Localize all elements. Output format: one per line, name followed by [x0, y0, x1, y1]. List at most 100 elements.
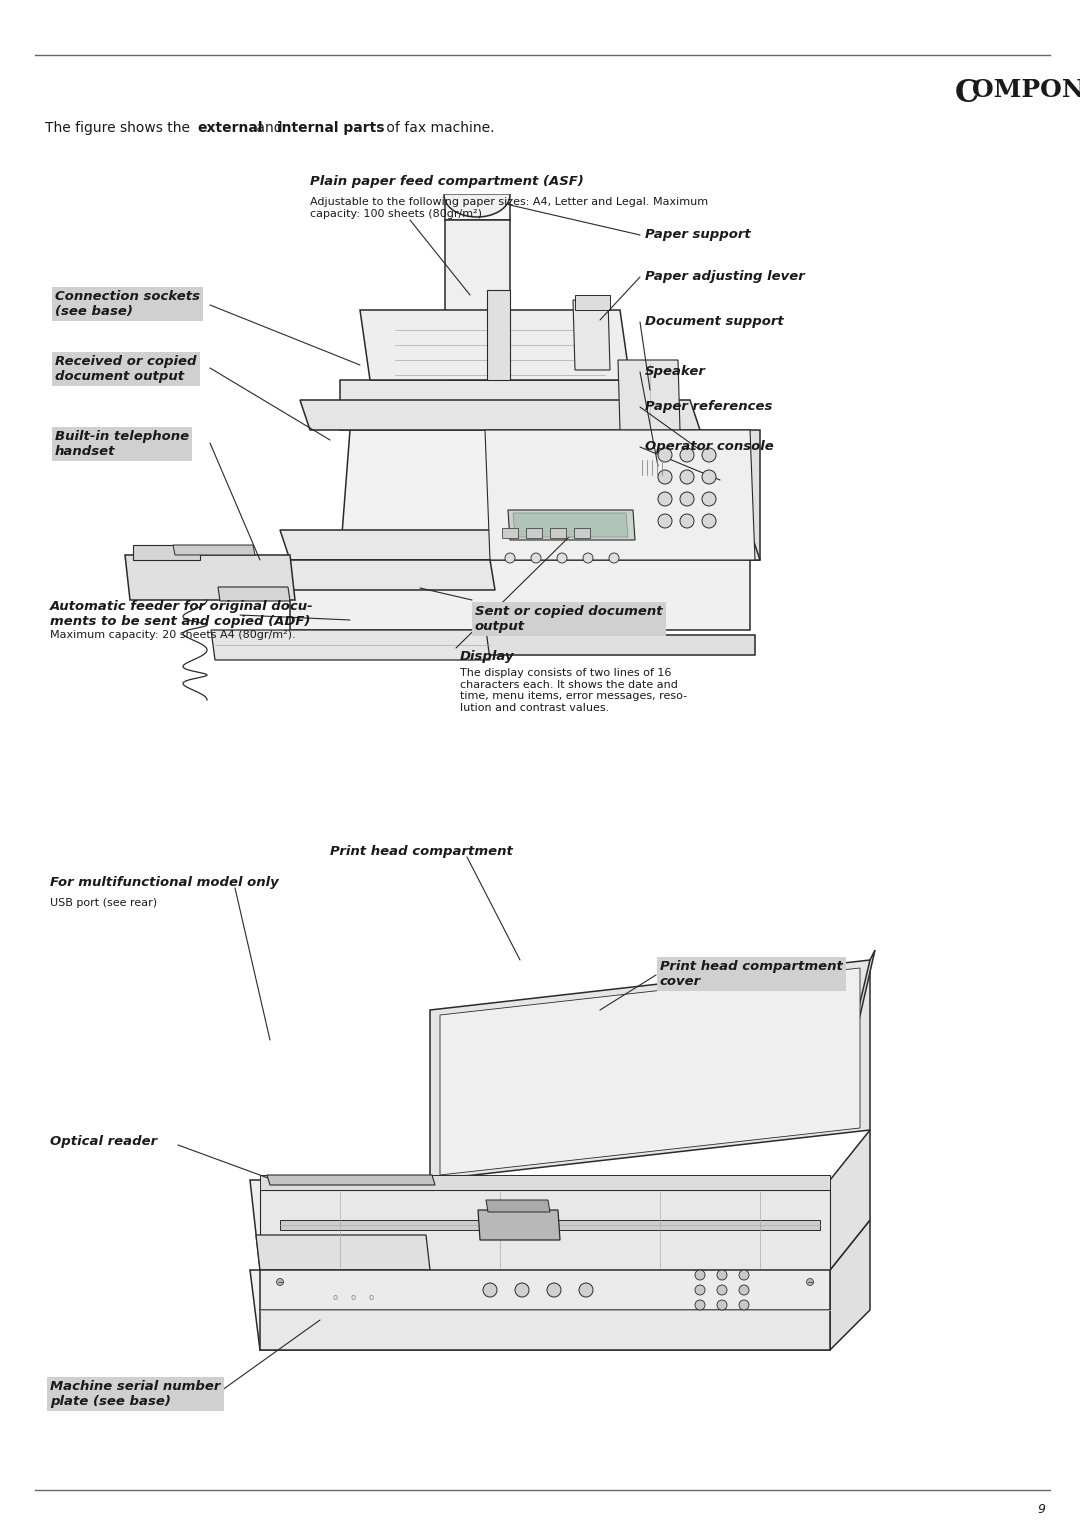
Circle shape	[702, 492, 716, 506]
Text: The figure shows the: The figure shows the	[45, 121, 194, 134]
Text: Display: Display	[460, 649, 515, 663]
Text: and: and	[252, 121, 287, 134]
Polygon shape	[487, 290, 510, 380]
Polygon shape	[211, 630, 490, 660]
Circle shape	[739, 1270, 750, 1280]
Bar	[573, 529, 590, 538]
Circle shape	[717, 1300, 727, 1309]
Circle shape	[739, 1300, 750, 1309]
Circle shape	[609, 553, 619, 562]
Text: Print head compartment: Print head compartment	[330, 845, 513, 859]
Bar	[502, 529, 518, 538]
Polygon shape	[618, 361, 680, 429]
Circle shape	[696, 1285, 705, 1296]
Polygon shape	[340, 429, 660, 559]
Text: Machine serial number
plate (see base): Machine serial number plate (see base)	[50, 1380, 220, 1407]
Text: Document support: Document support	[645, 315, 784, 329]
Polygon shape	[485, 429, 755, 559]
Circle shape	[658, 492, 672, 506]
Circle shape	[531, 553, 541, 562]
Text: o: o	[333, 1294, 338, 1302]
Circle shape	[658, 513, 672, 529]
Circle shape	[579, 1284, 593, 1297]
Circle shape	[557, 553, 567, 562]
Polygon shape	[300, 400, 700, 429]
Text: The display consists of two lines of 16
characters each. It shows the date and
t: The display consists of two lines of 16 …	[460, 668, 687, 712]
Text: Automatic feeder for original docu-
ments to be sent and copied (ADF): Automatic feeder for original docu- ment…	[50, 601, 313, 628]
Text: Maximum capacity: 20 sheets A4 (80gr/m²).: Maximum capacity: 20 sheets A4 (80gr/m²)…	[50, 630, 296, 640]
Polygon shape	[249, 1270, 840, 1351]
Circle shape	[680, 513, 694, 529]
Polygon shape	[573, 299, 610, 370]
Text: of fax machine.: of fax machine.	[382, 121, 495, 134]
Text: external: external	[197, 121, 262, 134]
Circle shape	[680, 448, 694, 461]
Polygon shape	[256, 1235, 430, 1270]
Polygon shape	[831, 1131, 870, 1270]
Polygon shape	[440, 969, 860, 1175]
Circle shape	[702, 471, 716, 484]
Circle shape	[583, 553, 593, 562]
Text: o: o	[368, 1294, 374, 1302]
Text: Print head compartment
cover: Print head compartment cover	[660, 960, 842, 989]
Polygon shape	[280, 636, 755, 656]
Circle shape	[702, 448, 716, 461]
Polygon shape	[218, 587, 291, 601]
Text: Operator console: Operator console	[645, 440, 773, 452]
Polygon shape	[360, 310, 630, 380]
Polygon shape	[575, 295, 610, 310]
Circle shape	[717, 1270, 727, 1280]
Circle shape	[717, 1285, 727, 1296]
Circle shape	[658, 448, 672, 461]
Circle shape	[546, 1284, 561, 1297]
Circle shape	[658, 471, 672, 484]
Polygon shape	[513, 513, 627, 536]
Text: OMPONENTS: OMPONENTS	[972, 78, 1080, 102]
Circle shape	[515, 1284, 529, 1297]
Circle shape	[680, 471, 694, 484]
Polygon shape	[508, 510, 635, 539]
Polygon shape	[831, 1219, 870, 1351]
Circle shape	[696, 1270, 705, 1280]
Polygon shape	[700, 429, 760, 559]
Text: Paper support: Paper support	[645, 228, 751, 241]
Polygon shape	[267, 1175, 435, 1186]
Circle shape	[505, 553, 515, 562]
Text: Optical reader: Optical reader	[50, 1135, 157, 1148]
Text: o: o	[350, 1294, 355, 1302]
Text: USB port (see rear): USB port (see rear)	[50, 898, 157, 908]
Polygon shape	[280, 530, 760, 559]
Polygon shape	[445, 220, 510, 380]
Circle shape	[680, 492, 694, 506]
Circle shape	[739, 1285, 750, 1296]
Text: Sent or copied document
output: Sent or copied document output	[475, 605, 663, 633]
Polygon shape	[260, 1175, 831, 1190]
Polygon shape	[260, 1270, 831, 1309]
Polygon shape	[210, 559, 495, 590]
Polygon shape	[478, 1210, 561, 1241]
Bar	[526, 529, 542, 538]
Polygon shape	[340, 380, 650, 429]
Text: Paper adjusting lever: Paper adjusting lever	[645, 270, 805, 283]
Text: Plain paper feed compartment (ASF): Plain paper feed compartment (ASF)	[310, 176, 584, 188]
Polygon shape	[249, 1180, 840, 1270]
Polygon shape	[260, 1309, 831, 1351]
Text: 9: 9	[1037, 1504, 1045, 1516]
Circle shape	[702, 513, 716, 529]
Polygon shape	[486, 1199, 550, 1212]
Polygon shape	[133, 545, 200, 559]
Text: Connection sockets
(see base): Connection sockets (see base)	[55, 290, 200, 318]
Polygon shape	[291, 559, 750, 630]
Text: Speaker: Speaker	[645, 365, 706, 377]
Polygon shape	[280, 1219, 820, 1230]
Polygon shape	[173, 545, 255, 555]
Polygon shape	[430, 960, 870, 1180]
Text: Adjustable to the following paper sizes: A4, Letter and Legal. Maximum
capacity:: Adjustable to the following paper sizes:…	[310, 197, 708, 219]
Text: internal parts: internal parts	[276, 121, 384, 134]
Circle shape	[807, 1279, 813, 1285]
Text: Paper references: Paper references	[645, 400, 772, 413]
Polygon shape	[831, 950, 875, 1131]
Text: For multifunctional model only: For multifunctional model only	[50, 876, 279, 889]
Text: C: C	[955, 78, 980, 108]
Polygon shape	[445, 196, 510, 220]
